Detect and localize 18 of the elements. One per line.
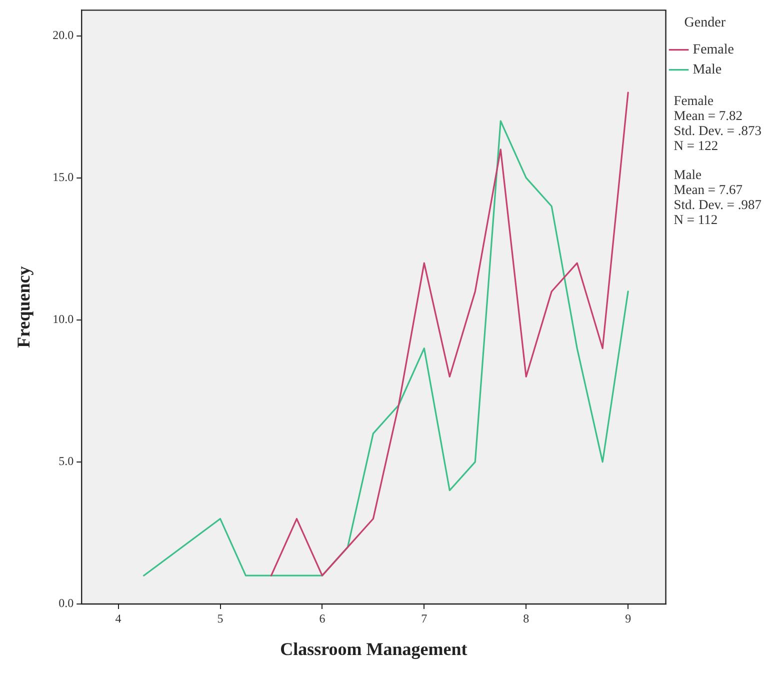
y-tick-label: 5.0 [58,454,74,468]
text: Male Mean = 7.67 Std. Dev. = .987 N = 112 [674,167,762,228]
y-tick-label: 0.0 [58,596,74,610]
legend-label: Male [692,62,722,78]
x-tick-label: 9 [625,611,632,626]
x-tick-label: 6 [319,611,326,626]
y-tick-label: 20.0 [52,28,74,42]
legend-label: Female [692,42,734,58]
x-tick-label: 7 [421,611,428,626]
y-axis-title: Frequency [13,266,34,348]
x-tick-label: 8 [523,611,530,626]
x-tick-label: 5 [217,611,224,626]
x-axis-title: Classroom Management [280,638,468,659]
x-tick-label: 4 [115,611,122,626]
y-tick-label: 10.0 [52,312,74,326]
text: Female Mean = 7.82 Std. Dev. = .873 N = 122 [674,93,762,154]
y-tick-label: 15.0 [52,170,74,184]
legend-title: Gender [684,16,726,31]
